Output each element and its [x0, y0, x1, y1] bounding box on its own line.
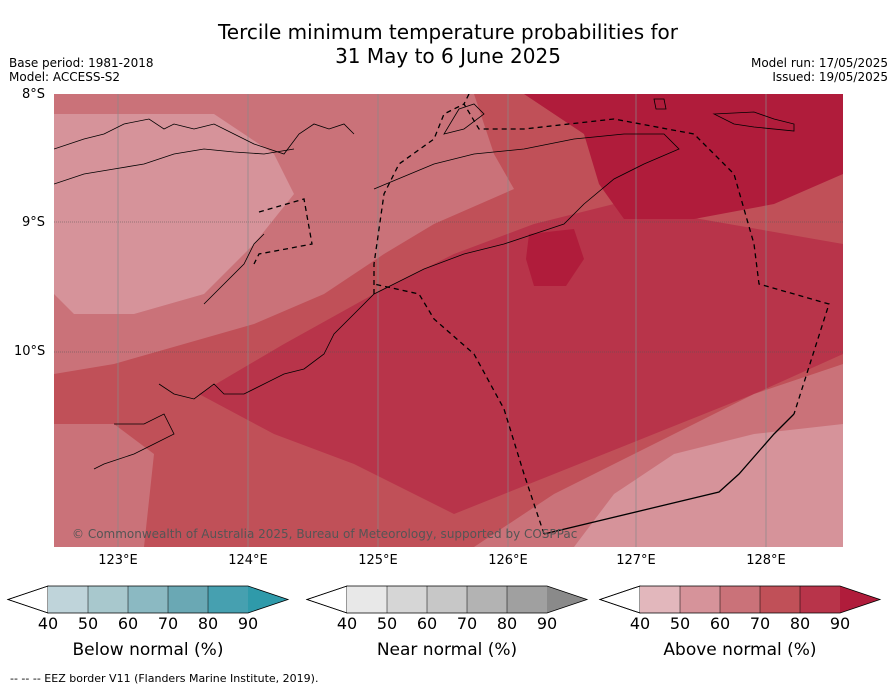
above-tick-90: 90 [829, 614, 851, 633]
near-segment-4 [507, 586, 547, 613]
lat-label-8s: 8°S [22, 87, 46, 102]
below-tick-50: 50 [77, 614, 99, 633]
below-segment-2 [128, 586, 168, 613]
near-tick-80: 80 [496, 614, 518, 633]
near-tick-40: 40 [336, 614, 358, 633]
near-tick-70: 70 [456, 614, 478, 633]
below-tick-80: 80 [197, 614, 219, 633]
below-arrow-high [248, 586, 288, 613]
near-tick-50: 50 [376, 614, 398, 633]
above-segment-3 [760, 586, 800, 613]
lon-label-125e: 125°E [358, 553, 398, 568]
lon-label-124e: 124°E [228, 553, 268, 568]
above-segment-0 [640, 586, 680, 613]
near-segment-3 [467, 586, 507, 613]
colorbar-near [305, 585, 589, 614]
model-run: Model run: 17/05/2025 [750, 56, 888, 70]
coastlines [54, 98, 795, 470]
near-segment-2 [427, 586, 467, 613]
near-tick-60: 60 [416, 614, 438, 633]
region-50-60-lowright [574, 424, 843, 547]
below-arrow-low [6, 585, 49, 614]
below-tick-90: 90 [237, 614, 259, 633]
above-tick-50: 50 [669, 614, 691, 633]
colorbars [6, 585, 882, 614]
above-tick-40: 40 [629, 614, 651, 633]
near-tick-90: 90 [536, 614, 558, 633]
meridians [117, 94, 767, 547]
lon-label-126e: 126°E [488, 553, 528, 568]
below-segment-1 [88, 586, 128, 613]
above-segment-2 [720, 586, 760, 613]
near-arrow-low [305, 585, 348, 614]
colorbar-below-label: Below normal (%) [72, 640, 224, 660]
colorbar-below [6, 585, 290, 614]
title-line-2: 31 May to 6 June 2025 [335, 44, 561, 68]
above-tick-60: 60 [709, 614, 731, 633]
probability-map [54, 94, 843, 547]
above-arrow-high [840, 586, 880, 613]
near-arrow-high [547, 586, 587, 613]
eez-legend-note: -- -- -- EEZ border V11 (Flanders Marine… [10, 672, 319, 685]
region-80-90 [199, 204, 843, 514]
colorbar-above-label: Above normal (%) [663, 640, 817, 660]
near-segment-0 [347, 586, 387, 613]
region-50-60-left [54, 114, 294, 314]
region-90-centre [526, 229, 584, 286]
map-canvas [54, 94, 843, 547]
above-segment-4 [800, 586, 840, 613]
above-outline [598, 585, 882, 614]
issued-date: Issued: 19/05/2025 [772, 70, 888, 84]
lat-label-9s: 9°S [22, 215, 46, 230]
colorbar-above [598, 585, 882, 614]
base-period: Base period: 1981-2018 [9, 56, 154, 70]
region-60-70-lowleft [54, 424, 154, 547]
lon-label-123e: 123°E [98, 553, 138, 568]
below-tick-60: 60 [117, 614, 139, 633]
lon-label-127e: 127°E [616, 553, 656, 568]
above-arrow-low [598, 585, 641, 614]
eez-border [253, 94, 830, 535]
lon-label-128e: 128°E [746, 553, 786, 568]
below-segment-0 [48, 586, 88, 613]
below-outline [6, 585, 290, 614]
below-tick-40: 40 [37, 614, 59, 633]
below-segment-4 [208, 586, 248, 613]
above-tick-70: 70 [749, 614, 771, 633]
above-tick-80: 80 [789, 614, 811, 633]
graticule [54, 221, 843, 353]
near-outline [305, 585, 589, 614]
copyright-note: © Commonwealth of Australia 2025, Bureau… [72, 527, 578, 541]
lat-label-10s: 10°S [14, 344, 46, 359]
title-line-1: Tercile minimum temperature probabilitie… [217, 20, 679, 44]
near-segment-1 [387, 586, 427, 613]
colorbar-near-label: Near normal (%) [376, 640, 518, 660]
above-segment-1 [680, 586, 720, 613]
model-name: Model: ACCESS-S2 [9, 70, 121, 84]
below-tick-70: 70 [157, 614, 179, 633]
below-segment-3 [168, 586, 208, 613]
